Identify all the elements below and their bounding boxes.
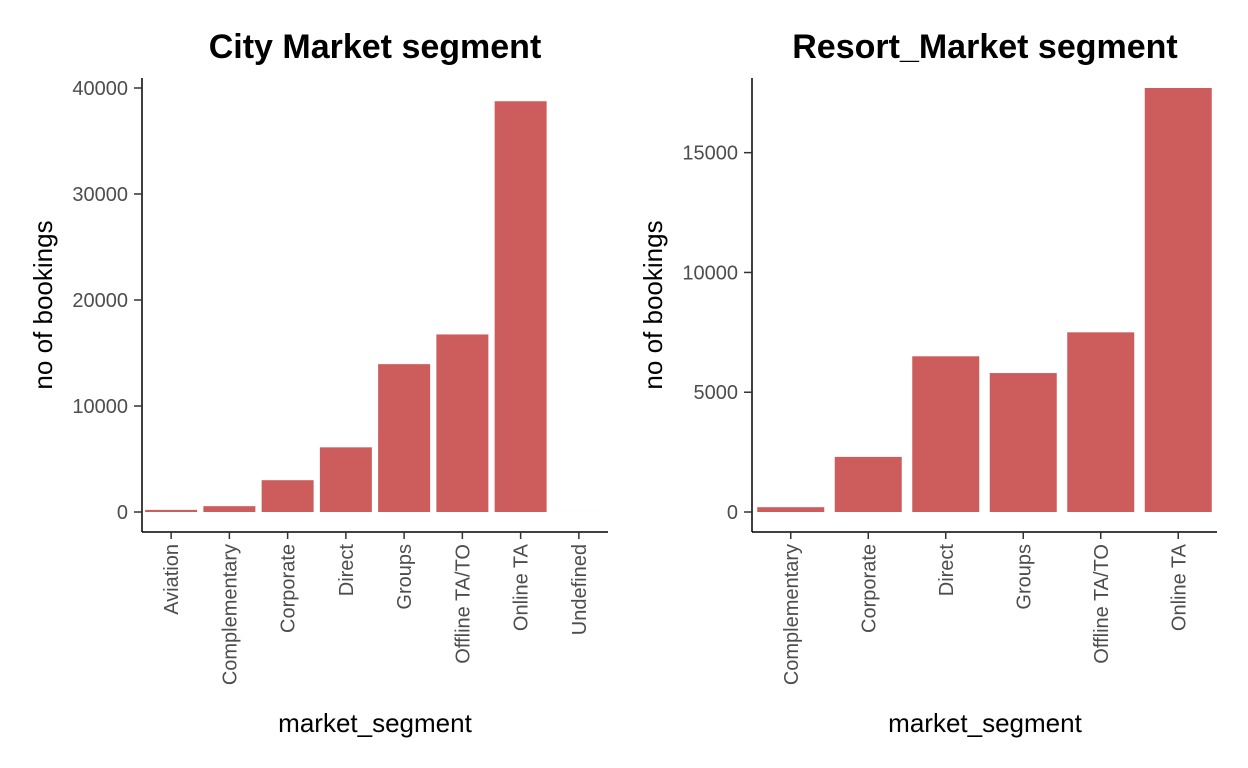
- bar-corporate: [834, 456, 902, 512]
- x-tick-label: Groups: [1013, 544, 1035, 610]
- y-tick-label: 5000: [694, 382, 739, 404]
- y-tick-label: 40000: [72, 78, 128, 100]
- bar-groups: [989, 373, 1057, 512]
- y-axis-label: no of bookings: [28, 220, 58, 389]
- x-tick-label: Online TA: [1168, 543, 1190, 631]
- y-axis-label: no of bookings: [638, 220, 668, 389]
- x-tick-label: Complementary: [781, 544, 803, 685]
- x-tick-label: Groups: [394, 544, 416, 610]
- x-tick-label: Online TA: [511, 543, 533, 631]
- bar-online-ta: [494, 101, 547, 512]
- x-tick-label: Aviation: [161, 544, 183, 615]
- x-tick-label: Offline TA/TO: [1091, 544, 1113, 664]
- bar-online-ta: [1144, 88, 1212, 512]
- y-tick-label: 0: [727, 502, 738, 524]
- city-market-segment-chart: City Market segment no of bookings marke…: [28, 28, 608, 738]
- bar-complementary: [203, 506, 256, 512]
- bar-complementary: [757, 507, 825, 512]
- bar-offline-ta-to: [1067, 332, 1135, 512]
- resort-market-segment-chart: Resort_Market segment no of bookings mar…: [638, 28, 1217, 738]
- x-tick-label: Direct: [936, 544, 958, 597]
- y-tick-label: 15000: [682, 143, 738, 165]
- bar-groups: [378, 364, 431, 512]
- chart-title: Resort_Market segment: [792, 28, 1177, 66]
- bar-aviation: [145, 509, 198, 512]
- x-tick-label: Corporate: [858, 544, 880, 633]
- y-tick-label: 20000: [72, 290, 128, 312]
- x-tick-label: Offline TA/TO: [452, 544, 474, 664]
- chart-title: City Market segment: [209, 28, 542, 66]
- x-tick-label: Corporate: [278, 544, 300, 633]
- bar-corporate: [261, 480, 314, 512]
- x-tick-label: Direct: [336, 544, 358, 597]
- bar-direct: [319, 447, 372, 512]
- x-axis-label: market_segment: [888, 708, 1082, 738]
- bar-offline-ta-to: [436, 334, 489, 512]
- x-tick-label: Complementary: [219, 544, 241, 685]
- y-tick-label: 10000: [72, 396, 128, 418]
- y-tick-label: 0: [117, 502, 128, 524]
- bar-direct: [912, 356, 980, 512]
- x-tick-label: Undefined: [569, 544, 591, 635]
- y-tick-label: 30000: [72, 184, 128, 206]
- x-axis-label: market_segment: [278, 708, 472, 738]
- y-tick-label: 10000: [682, 262, 738, 284]
